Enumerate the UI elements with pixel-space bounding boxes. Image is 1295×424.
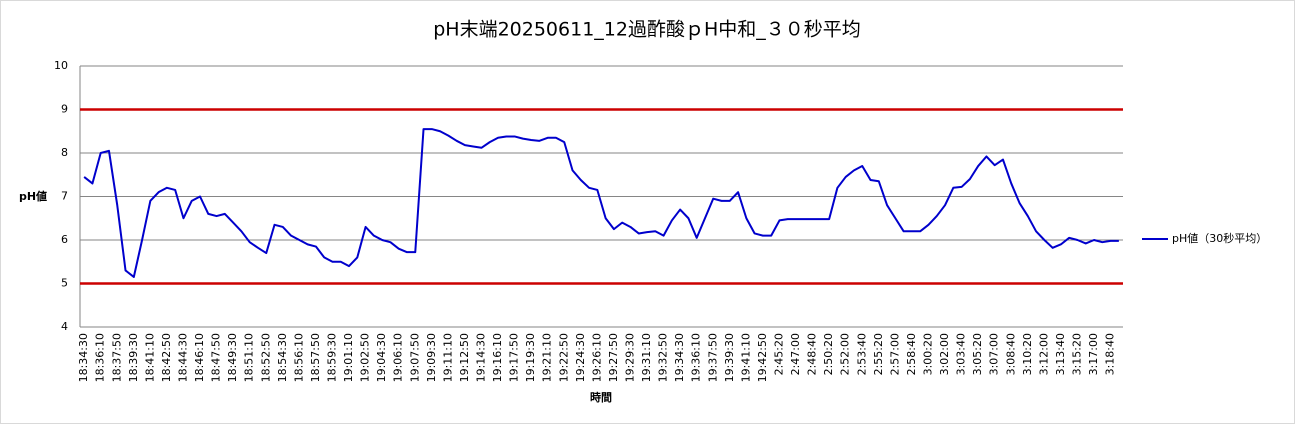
- y-tick-label: 8: [61, 146, 68, 159]
- y-tick-label: 9: [61, 103, 68, 116]
- x-tick-label: 18:46:10: [193, 333, 206, 382]
- x-tick-label: 19:41:10: [739, 333, 752, 382]
- x-tick-label: 19:21:10: [541, 333, 554, 382]
- x-tick-label: 18:56:10: [292, 333, 305, 382]
- x-tick-label: 18:52:50: [259, 333, 272, 382]
- x-tick-label: 19:06:10: [392, 333, 405, 382]
- x-tick-label: 2:48:40: [806, 333, 819, 375]
- x-tick-label: 18:34:30: [77, 333, 90, 382]
- y-tick-label: 6: [61, 233, 68, 246]
- y-tick-label: 7: [61, 190, 68, 203]
- x-tick-label: 18:47:50: [210, 333, 223, 382]
- x-tick-label: 3:03:40: [955, 333, 968, 375]
- x-tick-label: 3:18:40: [1104, 333, 1117, 375]
- x-tick-label: 18:57:50: [309, 333, 322, 382]
- x-tick-label: 19:17:50: [508, 333, 521, 382]
- x-tick-label: 19:14:30: [474, 333, 487, 382]
- x-tick-label: 19:27:50: [607, 333, 620, 382]
- x-tick-label: 19:26:10: [590, 333, 603, 382]
- x-tick-label: 19:04:30: [375, 333, 388, 382]
- x-tick-label: 19:11:10: [441, 333, 454, 382]
- x-tick-label: 18:36:10: [94, 333, 107, 382]
- x-tick-label: 3:15:20: [1070, 333, 1083, 375]
- x-tick-label: 18:51:10: [243, 333, 256, 382]
- x-tick-label: 2:45:20: [772, 333, 785, 375]
- x-tick-label: 2:50:20: [822, 333, 835, 375]
- x-tick-label: 19:29:30: [623, 333, 636, 382]
- x-tick-label: 18:59:30: [325, 333, 338, 382]
- y-tick-label: 10: [54, 59, 68, 72]
- x-tick-label: 2:58:40: [905, 333, 918, 375]
- x-tick-label: 19:39:30: [723, 333, 736, 382]
- x-tick-label: 18:41:10: [143, 333, 156, 382]
- chart-title: pH末端20250611_12過酢酸ｐH中和_３０秒平均: [433, 19, 861, 41]
- x-tick-label: 3:05:20: [971, 333, 984, 375]
- x-tick-label: 3:02:00: [938, 333, 951, 375]
- x-tick-label: 19:16:10: [491, 333, 504, 382]
- x-tick-label: 3:12:00: [1037, 333, 1050, 375]
- x-tick-label: 19:19:30: [524, 333, 537, 382]
- x-tick-label: 3:10:20: [1021, 333, 1034, 375]
- x-tick-label: 19:01:10: [342, 333, 355, 382]
- x-tick-label: 19:22:50: [557, 333, 570, 382]
- x-tick-label: 2:57:00: [888, 333, 901, 375]
- x-tick-label: 19:42:50: [756, 333, 769, 382]
- x-tick-label: 3:17:00: [1087, 333, 1100, 375]
- x-tick-label: 18:49:30: [226, 333, 239, 382]
- x-tick-label: 19:31:10: [640, 333, 653, 382]
- x-tick-label: 19:02:50: [359, 333, 372, 382]
- x-tick-label: 2:52:00: [839, 333, 852, 375]
- x-tick-label: 3:08:40: [1004, 333, 1017, 375]
- x-tick-label: 18:44:30: [176, 333, 189, 382]
- x-tick-label: 2:53:40: [855, 333, 868, 375]
- x-tick-label: 19:36:10: [690, 333, 703, 382]
- x-tick-label: 2:55:20: [872, 333, 885, 375]
- y-tick-label: 5: [61, 277, 68, 290]
- y-tick-label: 4: [61, 320, 68, 333]
- x-tick-label: 19:07:50: [408, 333, 421, 382]
- x-tick-label: 18:54:30: [276, 333, 289, 382]
- x-tick-label: 19:34:30: [673, 333, 686, 382]
- x-tick-label: 19:12:50: [458, 333, 471, 382]
- x-tick-label: 3:00:20: [921, 333, 934, 375]
- x-axis-title: 時間: [590, 390, 612, 404]
- y-axis-title: pH値: [19, 189, 47, 203]
- legend-label: pH値（30秒平均）: [1172, 231, 1267, 245]
- x-tick-label: 18:37:50: [110, 333, 123, 382]
- x-tick-label: 2:47:00: [789, 333, 802, 375]
- x-tick-label: 18:42:50: [160, 333, 173, 382]
- x-tick-label: 19:24:30: [574, 333, 587, 382]
- x-tick-label: 19:32:50: [657, 333, 670, 382]
- x-tick-label: 3:07:00: [988, 333, 1001, 375]
- x-tick-label: 19:09:30: [425, 333, 438, 382]
- x-tick-label: 19:37:50: [706, 333, 719, 382]
- x-tick-label: 18:39:30: [127, 333, 140, 382]
- data-line: [83, 128, 1119, 278]
- x-tick-label: 3:13:40: [1054, 333, 1067, 375]
